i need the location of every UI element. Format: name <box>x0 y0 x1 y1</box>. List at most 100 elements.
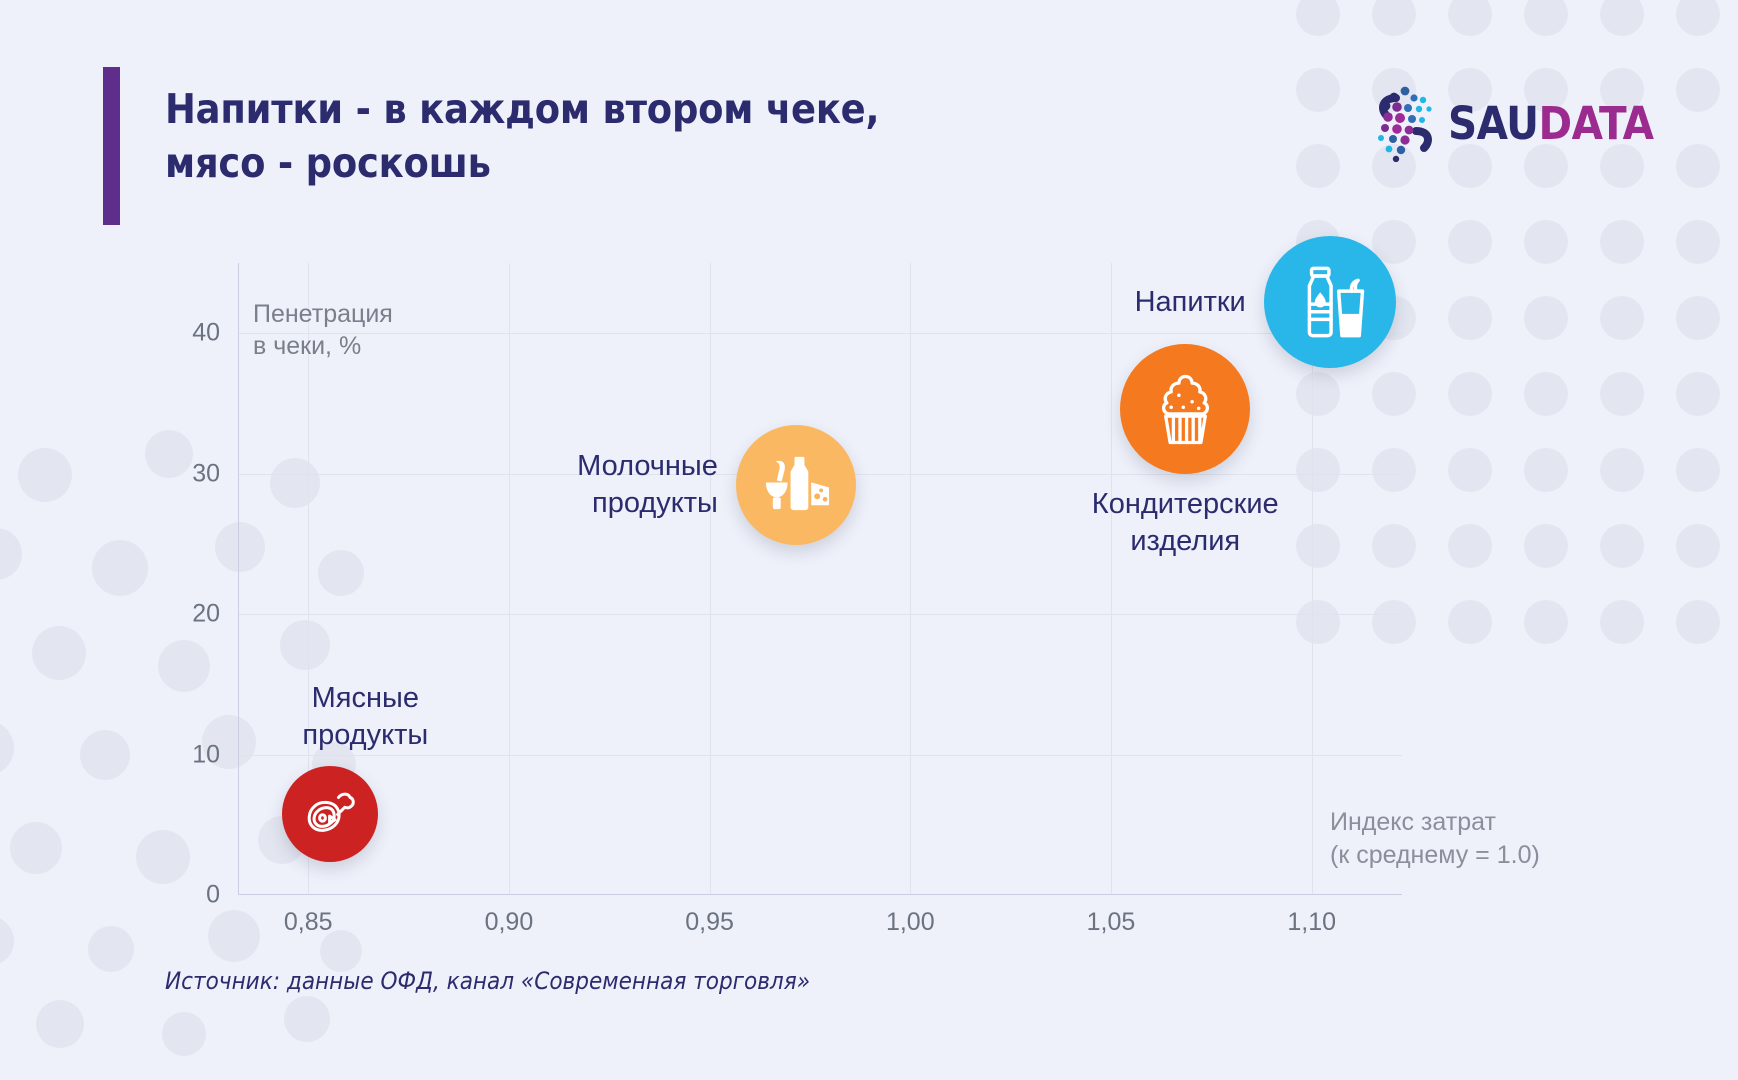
point-label: Мясные продукты <box>302 682 429 751</box>
decorative-dot <box>1296 600 1340 644</box>
decorative-dot <box>1676 448 1720 492</box>
decorative-dot <box>1296 0 1340 36</box>
decorative-dot <box>1296 448 1340 492</box>
decorative-dot <box>1600 372 1644 416</box>
beverages-icon <box>1291 263 1369 341</box>
y-axis-line <box>238 263 239 895</box>
point-label: Молочные продукты <box>577 450 718 519</box>
decorative-dot <box>1676 0 1720 36</box>
y-axis-tick-label: 0 <box>206 880 220 909</box>
decorative-dot <box>1600 448 1644 492</box>
decorative-dot <box>1524 372 1568 416</box>
decorative-dot <box>1448 144 1492 188</box>
decorative-dot <box>1676 372 1720 416</box>
decorative-dot <box>1676 220 1720 264</box>
decorative-circle <box>270 458 320 508</box>
x-axis-tick-label: 1,10 <box>1287 908 1337 936</box>
decorative-circle <box>18 448 72 502</box>
decorative-dot <box>1448 448 1492 492</box>
decorative-dot <box>1600 0 1644 36</box>
decorative-dot <box>1600 524 1644 568</box>
decorative-circle <box>0 916 14 966</box>
decorative-circle <box>162 1012 206 1056</box>
plot-area <box>238 263 1402 895</box>
x-axis-tick-label: 1,05 <box>1086 908 1136 936</box>
logo-wordmark: SAUDATA <box>1448 101 1654 146</box>
x-axis-label: Индекс затрат (к среднему = 1.0) <box>1330 808 1540 869</box>
gridline-vertical <box>910 263 912 895</box>
decorative-dot <box>1448 68 1492 112</box>
decorative-circle <box>320 930 362 972</box>
decorative-circle <box>80 730 130 780</box>
decorative-dot <box>1448 0 1492 36</box>
bubble-meat[interactable] <box>282 765 379 862</box>
dairy-icon <box>760 449 831 520</box>
decorative-circle <box>208 910 260 962</box>
decorative-dot <box>1372 220 1416 264</box>
x-axis-tick-label: 0,90 <box>484 908 534 936</box>
decorative-dot <box>1372 448 1416 492</box>
decorative-circle <box>215 522 265 572</box>
title-accent-bar <box>103 67 120 225</box>
x-axis-line <box>238 894 1402 895</box>
decorative-dot <box>1600 600 1644 644</box>
gridline-vertical <box>709 263 711 895</box>
decorative-dot <box>1296 144 1340 188</box>
point-label: Кондитерские изделия <box>1091 488 1279 557</box>
bubble-cupcake[interactable] <box>1120 344 1251 475</box>
saudata-dots-s-logo-icon <box>1372 84 1440 163</box>
decorative-circle <box>92 540 148 596</box>
decorative-dot <box>1448 600 1492 644</box>
decorative-circle <box>88 926 134 972</box>
decorative-dot <box>1372 372 1416 416</box>
gridline-horizontal <box>238 754 1402 756</box>
decorative-circle <box>0 528 22 580</box>
y-axis-tick-label: 40 <box>192 318 220 347</box>
bubble-beverages[interactable] <box>1263 236 1396 369</box>
y-axis-tick-label: 20 <box>192 599 220 628</box>
decorative-dot <box>1372 0 1416 36</box>
decorative-circle <box>10 822 62 874</box>
gridline-vertical <box>308 263 310 895</box>
decorative-dot <box>1296 68 1340 112</box>
decorative-circle <box>280 620 330 670</box>
decorative-dot <box>1600 220 1644 264</box>
decorative-circle <box>32 626 86 680</box>
decorative-dot <box>1676 524 1720 568</box>
gridline-horizontal <box>238 614 1402 616</box>
point-label: Напитки <box>1134 286 1246 319</box>
decorative-dot <box>1296 372 1340 416</box>
decorative-dot <box>1524 524 1568 568</box>
decorative-dot <box>1448 220 1492 264</box>
y-axis-tick-label: 30 <box>192 459 220 488</box>
source-note: Источник: данные ОФД, канал «Современная… <box>165 967 811 995</box>
x-axis-tick-label: 0,95 <box>685 908 734 936</box>
decorative-circle <box>145 430 193 478</box>
decorative-circle <box>202 715 256 769</box>
decorative-dot <box>1524 0 1568 36</box>
saudata-logo: SAUDATA <box>1372 84 1654 163</box>
decorative-dot <box>1296 524 1340 568</box>
cupcake-icon <box>1147 371 1224 448</box>
decorative-dot <box>1524 296 1568 340</box>
decorative-dot <box>1372 144 1416 188</box>
decorative-dot <box>1676 600 1720 644</box>
gridline-vertical <box>1311 263 1313 895</box>
decorative-circle-cluster <box>0 430 370 1056</box>
decorative-dot <box>1448 372 1492 416</box>
decorative-dot <box>1524 600 1568 644</box>
decorative-dot <box>1372 600 1416 644</box>
x-axis-tick-label: 0,85 <box>283 908 333 936</box>
meat-icon <box>302 785 359 842</box>
decorative-circle <box>136 830 190 884</box>
decorative-dot <box>1524 144 1568 188</box>
decorative-dot <box>1448 524 1492 568</box>
decorative-dot <box>1524 448 1568 492</box>
page-title: Напитки - в каждом втором чеке, мясо - р… <box>165 85 880 188</box>
decorative-dot <box>1600 296 1644 340</box>
y-axis-label: Пенетрация в чеки, % <box>253 300 393 360</box>
decorative-circle <box>36 1000 84 1048</box>
gridline-vertical <box>508 263 510 895</box>
bubble-dairy[interactable] <box>735 424 856 545</box>
